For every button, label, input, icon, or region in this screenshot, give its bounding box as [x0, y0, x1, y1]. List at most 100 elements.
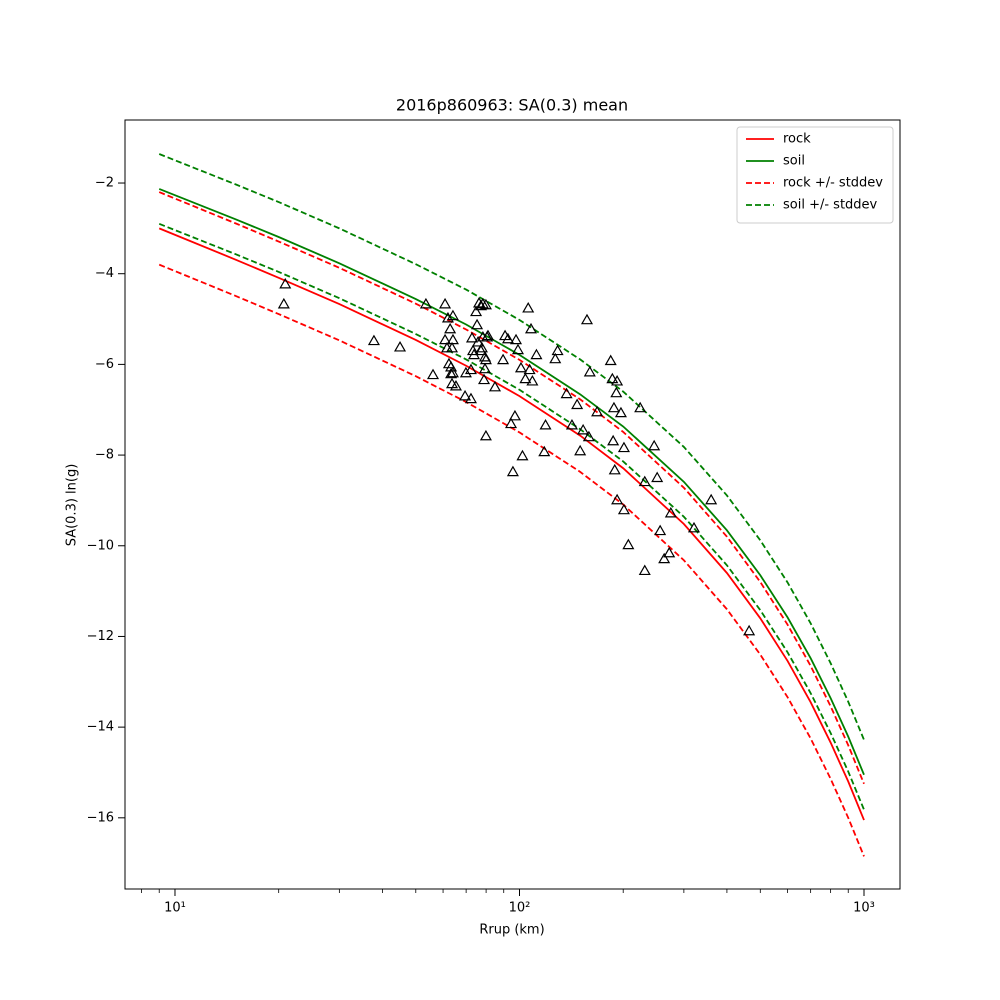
- y-tick-label: −14: [87, 720, 114, 735]
- y-tick-label: −12: [87, 629, 114, 644]
- data-point: [591, 405, 604, 417]
- data-point: [441, 311, 455, 323]
- data-point: [634, 401, 647, 413]
- data-point: [648, 439, 661, 451]
- plot-frame: [124, 119, 901, 890]
- data-point: [638, 475, 651, 487]
- data-point: [538, 445, 551, 457]
- data-point: [549, 352, 562, 364]
- data-point: [519, 372, 532, 384]
- data-point: [465, 331, 479, 343]
- data-point: [478, 373, 491, 385]
- data-point: [539, 418, 552, 430]
- data-point: [580, 313, 594, 325]
- series-line: [158, 263, 865, 857]
- y-tick-label: −2: [95, 176, 114, 191]
- data-point: [611, 374, 624, 386]
- data-point: [506, 465, 519, 477]
- data-point: [508, 409, 521, 421]
- data-point: [481, 329, 494, 341]
- data-point: [279, 277, 292, 289]
- data-point: [604, 354, 617, 366]
- data-point: [464, 392, 477, 404]
- data-point: [419, 297, 432, 309]
- data-point: [617, 503, 630, 515]
- data-point: [475, 341, 488, 353]
- data-point: [577, 423, 590, 435]
- legend-label: soil +/- stddev: [783, 198, 878, 213]
- y-tick-label: −8: [95, 448, 114, 463]
- data-point: [445, 367, 458, 379]
- data-point: [560, 387, 573, 399]
- data-point: [501, 332, 515, 344]
- series-line: [158, 191, 865, 785]
- data-point: [687, 521, 701, 533]
- data-point: [743, 624, 756, 636]
- data-point: [479, 353, 492, 365]
- data-point: [478, 362, 492, 374]
- data-point: [472, 335, 485, 347]
- y-tick-label: −4: [95, 266, 114, 281]
- y-tick-label: −6: [95, 357, 114, 372]
- x-axis-label: Rrup (km): [479, 923, 544, 938]
- data-point: [607, 434, 620, 446]
- data-point: [470, 305, 483, 317]
- data-point: [705, 493, 718, 505]
- data-point: [614, 406, 627, 418]
- data-point: [459, 366, 472, 378]
- data-point: [606, 372, 619, 384]
- data-point: [523, 363, 536, 375]
- data-point: [449, 379, 462, 391]
- data-point: [651, 471, 664, 483]
- data-point: [607, 401, 620, 413]
- data-point: [511, 343, 525, 355]
- data-point: [551, 344, 564, 356]
- data-point: [608, 463, 621, 475]
- data-point: [516, 449, 529, 461]
- data-point: [664, 506, 677, 518]
- legend-label: rock: [783, 132, 811, 147]
- y-tick-label: −16: [87, 810, 114, 825]
- data-point: [439, 333, 452, 345]
- data-point: [466, 344, 480, 356]
- data-point: [514, 361, 528, 373]
- data-point: [574, 444, 587, 456]
- data-point: [446, 366, 459, 378]
- chart-title: 2016p860963: SA(0.3) mean: [396, 96, 628, 115]
- series-line: [158, 227, 865, 821]
- data-point: [444, 322, 457, 334]
- data-point: [479, 298, 492, 310]
- legend-label: soil: [783, 154, 805, 169]
- y-axis-label: SA(0.3) ln(g): [65, 464, 80, 547]
- data-point: [471, 318, 484, 330]
- data-point: [524, 322, 538, 334]
- data-point: [488, 380, 502, 392]
- data-point: [654, 524, 667, 536]
- data-point: [522, 301, 535, 313]
- data-point: [393, 340, 407, 352]
- data-point: [622, 538, 635, 550]
- data-point: [426, 368, 440, 380]
- data-point: [658, 552, 671, 564]
- data-point: [459, 389, 472, 401]
- data-point: [526, 374, 539, 386]
- data-point: [504, 417, 518, 429]
- data-point: [367, 334, 380, 346]
- data-point: [610, 386, 623, 398]
- data-point: [571, 398, 584, 410]
- legend-label: rock +/- stddev: [783, 176, 883, 191]
- data-point: [446, 333, 459, 345]
- x-tick-label: 10³: [853, 901, 875, 916]
- data-point: [439, 297, 452, 309]
- legend-box: [736, 126, 894, 224]
- data-point: [638, 564, 651, 576]
- data-point: [277, 297, 290, 309]
- data-point: [611, 493, 624, 505]
- data-point: [497, 353, 510, 365]
- data-point: [446, 309, 459, 321]
- data-point: [445, 341, 459, 353]
- series-line: [158, 188, 865, 776]
- data-point: [663, 546, 676, 558]
- x-tick-label: 10²: [509, 901, 531, 916]
